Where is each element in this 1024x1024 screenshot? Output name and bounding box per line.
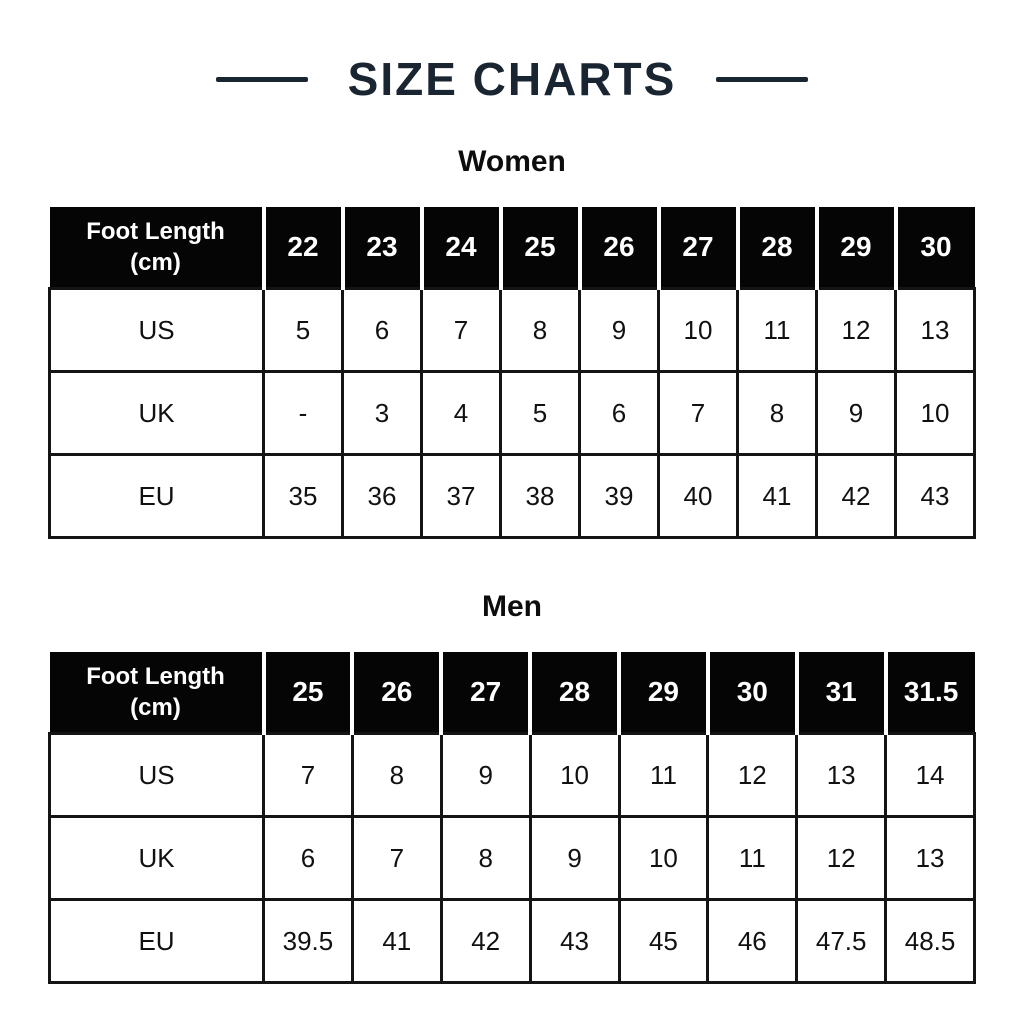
table-cell: 3 — [341, 370, 423, 456]
table-cell: 13 — [894, 287, 976, 373]
men-section-title: Men — [482, 590, 542, 623]
table-cell: 43 — [528, 898, 621, 984]
table-cell: 42 — [439, 898, 532, 984]
table-cell: 7 — [657, 370, 739, 456]
table-cell: 11 — [706, 815, 799, 901]
table-cell: - — [262, 370, 344, 456]
foot-length-header-cell: Foot Length (cm) — [49, 207, 266, 289]
table-cell: 12 — [795, 815, 888, 901]
women-us-row: US 5 6 7 8 9 10 11 12 13 — [48, 287, 976, 373]
table-cell: 12 — [815, 287, 897, 373]
header-cell: 29 — [619, 652, 710, 734]
table-cell: 43 — [894, 453, 976, 539]
row-label-cell: EU — [48, 898, 265, 984]
table-cell: 6 — [341, 287, 423, 373]
table-cell: 12 — [706, 732, 799, 818]
foot-length-header-cell: Foot Length (cm) — [49, 652, 266, 734]
header-cell: 22 — [263, 207, 345, 289]
header-cell: 24 — [421, 207, 503, 289]
men-size-chart-section: Men Foot Length (cm) 25 26 27 28 29 30 3… — [0, 589, 1024, 984]
men-size-table: Foot Length (cm) 25 26 27 28 29 30 31 31… — [48, 652, 976, 984]
table-cell: 40 — [657, 453, 739, 539]
row-label-cell: US — [48, 732, 265, 818]
table-cell: 7 — [262, 732, 354, 818]
table-cell: 10 — [617, 815, 710, 901]
table-cell: 13 — [795, 732, 888, 818]
header-cell: 31.5 — [885, 652, 975, 734]
table-cell: 10 — [894, 370, 976, 456]
table-cell: 48.5 — [884, 898, 976, 984]
header-cell: 29 — [816, 207, 898, 289]
table-cell: 10 — [528, 732, 621, 818]
table-cell: 47.5 — [795, 898, 888, 984]
table-cell: 5 — [262, 287, 344, 373]
page-title: SIZE CHARTS — [347, 53, 677, 105]
table-cell: 38 — [499, 453, 581, 539]
women-uk-row: UK - 3 4 5 6 7 8 9 10 — [48, 370, 976, 456]
header-cell: 25 — [500, 207, 582, 289]
left-dash-decoration — [215, 76, 308, 82]
men-eu-row: EU 39.5 41 42 43 45 46 47.5 48.5 — [48, 898, 976, 984]
table-cell: 8 — [499, 287, 581, 373]
table-cell: 14 — [884, 732, 976, 818]
row-label-cell: EU — [48, 453, 265, 539]
table-cell: 37 — [420, 453, 502, 539]
table-cell: 13 — [884, 815, 976, 901]
table-cell: 8 — [736, 370, 818, 456]
men-us-row: US 7 8 9 10 11 12 13 14 — [48, 732, 976, 818]
header-cell: 26 — [352, 652, 444, 734]
men-uk-row: UK 6 7 8 9 10 11 12 13 — [48, 815, 976, 901]
women-size-chart-section: Women Foot Length (cm) 22 23 24 25 26 27… — [0, 144, 1024, 539]
table-cell: 5 — [499, 370, 581, 456]
row-label-cell: UK — [48, 815, 265, 901]
table-cell: 42 — [815, 453, 897, 539]
table-cell: 6 — [262, 815, 354, 901]
table-cell: 41 — [736, 453, 818, 539]
header-cell: 28 — [530, 652, 621, 734]
table-cell: 10 — [657, 287, 739, 373]
table-cell: 9 — [528, 815, 621, 901]
table-cell: 6 — [578, 370, 660, 456]
header-cell: 27 — [658, 207, 740, 289]
women-section-title: Women — [458, 145, 566, 178]
header-cell: 25 — [263, 652, 355, 734]
header-cell: 30 — [895, 207, 975, 289]
men-header-row: Foot Length (cm) 25 26 27 28 29 30 31 31… — [49, 652, 975, 734]
header-cell: 30 — [707, 652, 799, 734]
table-cell: 9 — [578, 287, 660, 373]
table-cell: 7 — [350, 815, 443, 901]
women-eu-row: EU 35 36 37 38 39 40 41 42 43 — [48, 453, 976, 539]
table-cell: 8 — [439, 815, 532, 901]
row-label-cell: UK — [48, 370, 265, 456]
right-dash-decoration — [716, 76, 809, 82]
table-cell: 39.5 — [262, 898, 354, 984]
table-cell: 11 — [617, 732, 710, 818]
table-cell: 4 — [420, 370, 502, 456]
table-cell: 9 — [439, 732, 532, 818]
header-cell: 31 — [796, 652, 888, 734]
header-cell: 23 — [342, 207, 424, 289]
women-header-row: Foot Length (cm) 22 23 24 25 26 27 28 29… — [49, 207, 975, 289]
table-cell: 36 — [341, 453, 423, 539]
table-cell: 8 — [350, 732, 443, 818]
page-header: SIZE CHARTS — [0, 0, 1024, 102]
table-cell: 41 — [350, 898, 443, 984]
table-cell: 35 — [262, 453, 344, 539]
header-cell: 27 — [441, 652, 533, 734]
table-cell: 39 — [578, 453, 660, 539]
women-size-table: Foot Length (cm) 22 23 24 25 26 27 28 29… — [48, 207, 976, 539]
row-label-cell: US — [48, 287, 265, 373]
table-cell: 45 — [617, 898, 710, 984]
table-cell: 46 — [706, 898, 799, 984]
header-cell: 28 — [737, 207, 819, 289]
header-cell: 26 — [579, 207, 661, 289]
table-cell: 11 — [736, 287, 818, 373]
table-cell: 7 — [420, 287, 502, 373]
table-cell: 9 — [815, 370, 897, 456]
